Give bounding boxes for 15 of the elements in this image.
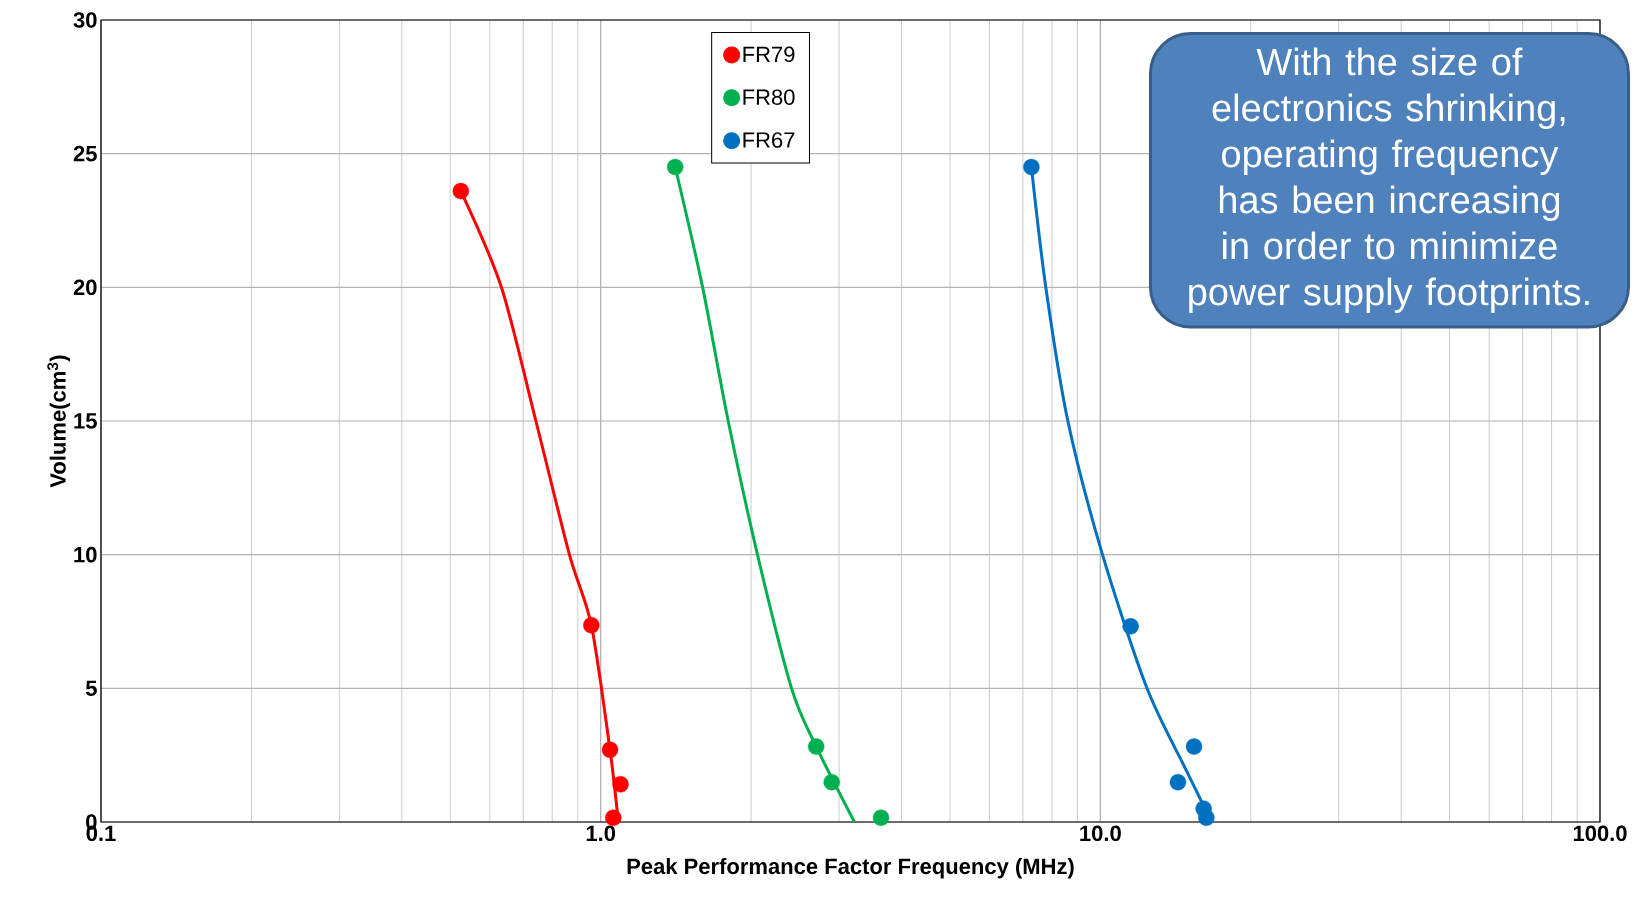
legend-label: FR67 (743, 132, 795, 148)
y-tick-label: 25 (73, 145, 97, 162)
annotation: With the size of electronics shrinking, operating frequency has been increasing in order to minimize power supply footprints. (1189, 47, 1589, 313)
x-tick-label: 100.0 (1573, 825, 1627, 842)
y-tick-label: 30 (73, 12, 97, 28)
y-tick-label: 20 (73, 279, 97, 296)
y-tick-label: 5 (85, 680, 97, 697)
legend-label: FR79 (743, 46, 795, 63)
x-tick-label: 1.0 (586, 825, 616, 842)
legend-label: FR80 (743, 89, 795, 105)
y-tick-label: 15 (74, 413, 97, 429)
x-axis-title: Peak Performance Factor Frequency (MHz) (627, 857, 1074, 879)
y-axis-title: Volume(cm$^{3}$) (47, 355, 71, 488)
y-tick-label: 10 (74, 546, 97, 563)
x-tick-label: 10.0 (1080, 825, 1121, 842)
